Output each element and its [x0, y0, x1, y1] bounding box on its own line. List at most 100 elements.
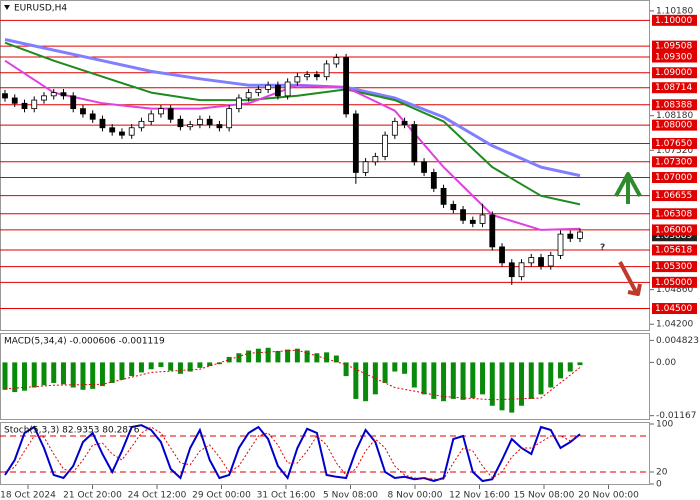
level-label: 1.08714 — [655, 83, 692, 93]
x-tick-label: 5 Nov 08:00 — [323, 491, 378, 500]
y-tick-label: 1.08180 — [656, 111, 693, 121]
candle-body — [138, 120, 145, 129]
candle-body — [60, 92, 67, 97]
level-label: 1.04500 — [655, 304, 692, 314]
candle-body — [89, 113, 96, 120]
macd-bar — [441, 362, 447, 402]
macd-bar — [109, 362, 115, 383]
macd-bar — [411, 362, 417, 388]
macd-bar — [236, 353, 242, 363]
macd-bar — [21, 362, 27, 391]
macd-bar — [567, 362, 573, 372]
candle-body — [401, 120, 408, 125]
level-label: 1.05618 — [655, 245, 692, 255]
candle-body — [265, 84, 272, 90]
macd-bar — [470, 362, 476, 398]
level-label-box — [652, 244, 697, 256]
x-tick-label: 20 Nov 00:00 — [578, 491, 639, 500]
level-label-box — [652, 172, 697, 184]
level-label: 1.07300 — [655, 157, 692, 167]
candle-body — [528, 257, 535, 264]
candle-body — [372, 156, 379, 163]
level-label: 1.08000 — [655, 121, 692, 131]
candle-body — [567, 233, 574, 239]
macd-bar — [80, 362, 86, 390]
candle-body — [2, 93, 8, 99]
candle-body — [187, 124, 194, 128]
candle-body — [99, 118, 106, 129]
level-label-box — [652, 14, 697, 26]
macd-bar — [148, 362, 154, 370]
y-tick-label: 0.004823 — [656, 336, 699, 346]
panel-menu-icon — [4, 5, 10, 10]
macd-bar — [197, 362, 203, 368]
macd-bar — [207, 362, 213, 367]
level-label: 1.09300 — [655, 53, 692, 63]
candle-body — [391, 120, 398, 136]
stoch-panel — [0, 422, 650, 485]
macd-panel — [0, 333, 650, 420]
current-price-box — [652, 230, 697, 242]
candle-body — [158, 108, 164, 115]
candle-body — [382, 134, 388, 157]
candle-body — [109, 127, 116, 133]
macd-bar — [168, 362, 174, 371]
level-label: 1.05000 — [655, 278, 692, 288]
candle-body — [167, 108, 174, 120]
x-tick-label: 12 Nov 16:00 — [449, 491, 510, 500]
level-label-box — [652, 99, 697, 111]
macd-bar — [285, 349, 291, 363]
stoch-title: Stoch(5,3,3) 82.9353 80.2876 — [4, 426, 140, 436]
level-label: 1.06000 — [655, 225, 692, 235]
macd-bar — [372, 362, 378, 395]
candle-body — [41, 95, 47, 101]
candle-body — [148, 113, 155, 122]
macd-bar — [12, 362, 18, 393]
plot-layer: 1.10180 1.08180 1.07520 1.04860 1.04200 1.058… — [0, 6, 699, 500]
candle-body — [479, 214, 486, 224]
macd-bar — [99, 362, 105, 387]
candle-body — [21, 102, 28, 110]
macd-bar — [70, 362, 76, 388]
candle-body — [304, 74, 311, 78]
macd-bar — [41, 362, 47, 386]
candle-body — [518, 262, 525, 278]
level-label-box — [652, 224, 697, 236]
level-label: 1.07650 — [655, 139, 692, 149]
candle-body — [450, 203, 457, 211]
macd-bar — [353, 362, 359, 399]
macd-bar — [489, 362, 495, 406]
y-tick-label: 0 — [656, 480, 662, 490]
macd-bar — [528, 362, 534, 399]
candle-body — [557, 233, 564, 256]
price-panel — [0, 0, 650, 331]
macd-bar — [450, 362, 456, 399]
macd-bar — [51, 362, 57, 383]
macd-bar — [324, 352, 330, 363]
candle-body — [430, 172, 437, 189]
level-label-box — [652, 190, 697, 202]
level-label-box — [652, 208, 697, 220]
candle-body — [440, 187, 447, 205]
candle-body — [343, 57, 350, 115]
macd-bar — [538, 362, 544, 395]
level-label-box — [652, 82, 697, 94]
macd-bar — [509, 362, 515, 413]
up-arrow — [614, 172, 642, 204]
macd-bar — [402, 362, 408, 374]
macd-bar — [187, 362, 193, 372]
x-tick-label: 21 Oct 20:00 — [63, 491, 122, 500]
macd-bar — [275, 350, 281, 363]
level-label-box — [652, 119, 697, 131]
y-tick-label: 1.04200 — [656, 320, 693, 330]
candle-body — [235, 97, 242, 110]
candle-body — [119, 131, 125, 136]
level-label: 1.06308 — [655, 209, 692, 219]
x-tick-label: 8 Nov 00:00 — [388, 491, 443, 500]
macd-bar — [343, 362, 349, 377]
candle-body — [313, 74, 320, 78]
macd-bar — [138, 362, 144, 373]
candle-body — [255, 89, 262, 94]
